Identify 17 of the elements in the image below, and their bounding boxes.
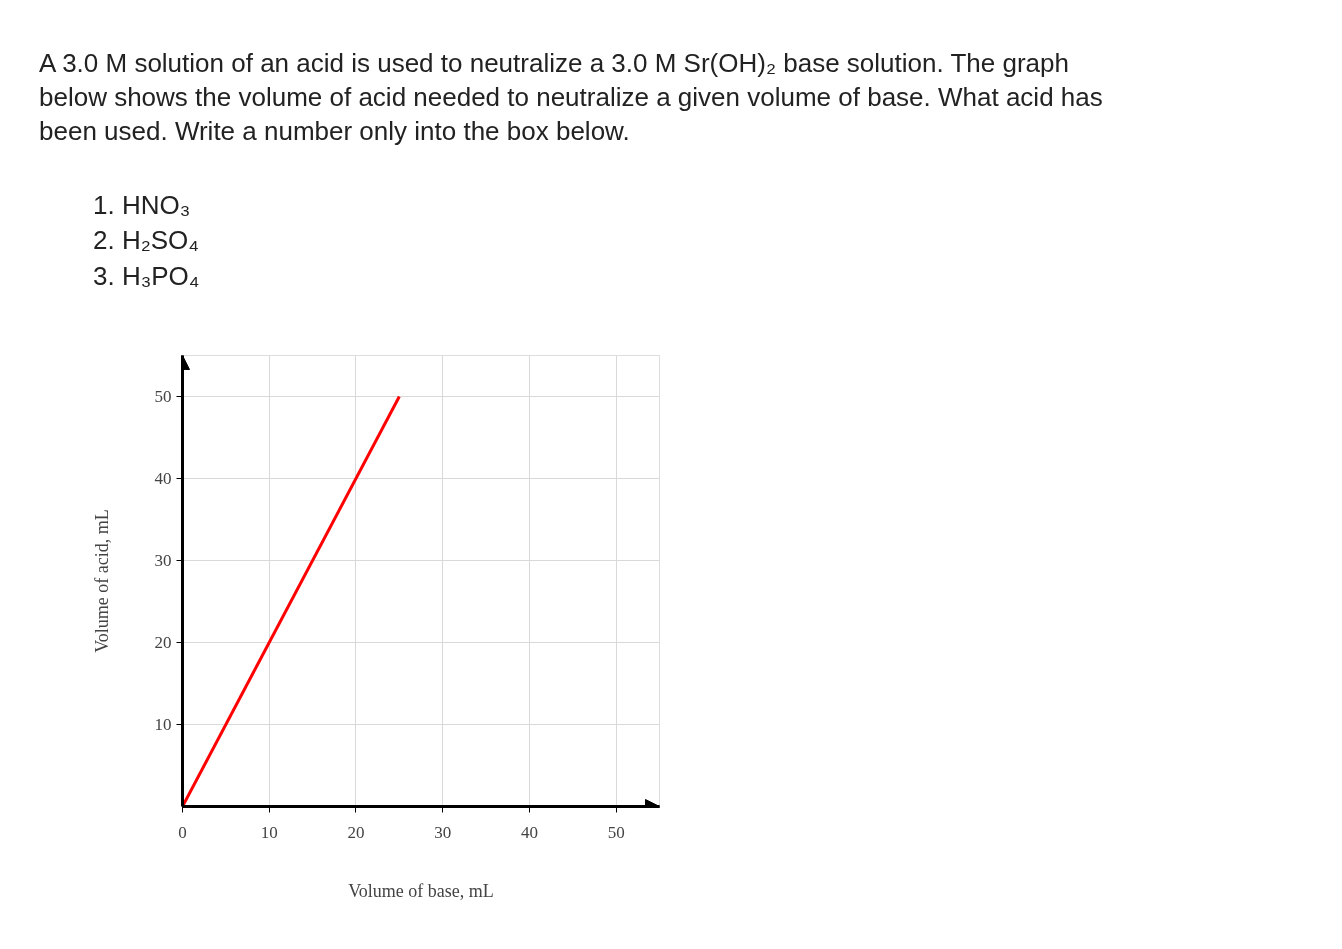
text: 2. H₂SO₄ (93, 224, 200, 258)
y-axis-title: Volume of acid, mL (91, 509, 112, 653)
chart-title: A 3.0 M solution of an acid is used to neutralize a 3.0 M Sr(OH)₂ base solution. The graph below shows the volume of acid needed to neutralize a given volume of base. What acid has been used. Write a number only into the box below. (39, 47, 1104, 148)
y-tick-label: 20 (154, 633, 172, 652)
x-tick-label: 50 (607, 822, 625, 842)
y-tick-label: 50 (154, 387, 172, 406)
x-tick-label: 40 (520, 822, 538, 842)
y-tick-label: 40 (154, 469, 172, 488)
x-tick-label: 30 (434, 822, 452, 842)
text: 1. HNO₃ (93, 189, 192, 223)
x-tick-label: 20 (347, 822, 365, 842)
y-tick-label: 10 (154, 715, 172, 734)
y-tick-label: 30 (154, 551, 172, 570)
text: 3. H₃PO₄ (93, 259, 201, 293)
x-tick-label: 10 (260, 822, 278, 842)
x-tick-label: 0 (178, 822, 187, 842)
x-axis-title: Volume of base, mL (348, 880, 494, 901)
